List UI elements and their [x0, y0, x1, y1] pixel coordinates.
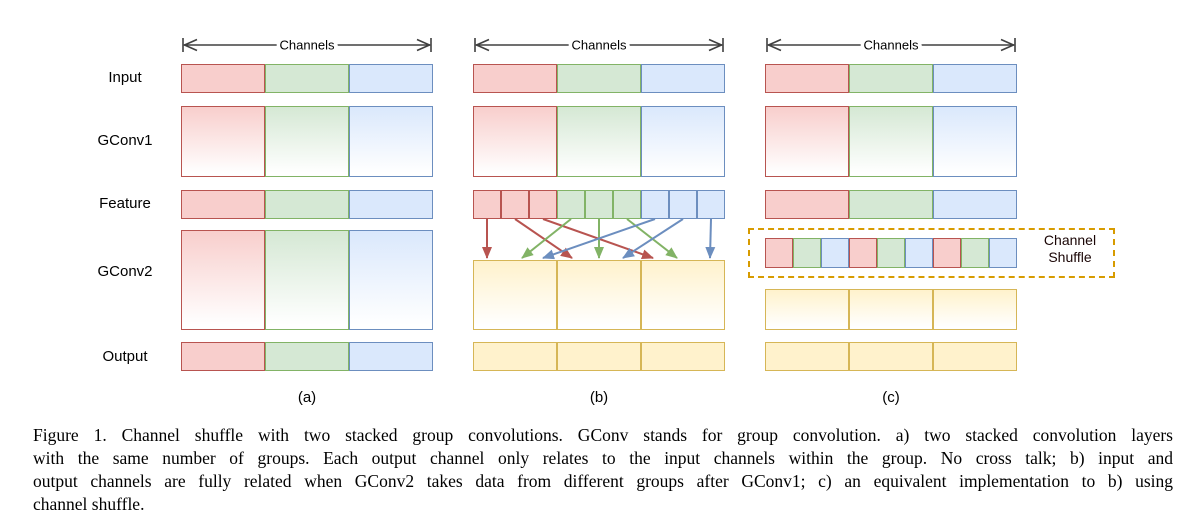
panel-caption-c: (c)	[882, 389, 900, 406]
shuffle-arrow-blue	[705, 218, 716, 259]
input-cell-red	[473, 64, 557, 93]
input-cell-green	[557, 64, 641, 93]
channels-label: Channels	[572, 38, 627, 53]
feature-cell-green	[585, 190, 613, 219]
feature-cell-green	[613, 190, 641, 219]
panel-caption-b: (b)	[589, 389, 609, 406]
feature-cell-blue	[933, 190, 1017, 219]
output-cell-yellow	[641, 342, 725, 371]
gconv1-cell-green	[557, 106, 641, 177]
gconv2-cell-yellow	[641, 260, 725, 330]
shuffled-cell-red	[765, 238, 793, 268]
output-cell-yellow	[557, 342, 641, 371]
input-cell-green	[265, 64, 349, 93]
shuffled-cell-blue	[989, 238, 1017, 268]
channels-extent-arrow: Channels	[474, 34, 724, 56]
channel-shuffle-label-line: Shuffle	[1048, 249, 1092, 265]
channel-shuffle-box	[748, 228, 1115, 278]
gconv2-cell-yellow	[765, 289, 849, 330]
output-cell-green	[265, 342, 349, 371]
output-cell-yellow	[849, 342, 933, 371]
input-cell-blue	[933, 64, 1017, 93]
gconv1-cell-red	[473, 106, 557, 177]
panel-caption-a: (a)	[297, 389, 317, 406]
gconv2-cell-yellow	[849, 289, 933, 330]
channels-extent-arrow: Channels	[182, 34, 432, 56]
row-label-feature: Feature	[99, 195, 151, 212]
shuffle-arrow-green	[521, 218, 572, 259]
caption-line-2: with the same number of groups. Each out…	[33, 448, 1173, 468]
gconv2-cell-green	[265, 230, 349, 330]
input-cell-red	[765, 64, 849, 93]
row-label-gconv2: GConv2	[97, 263, 153, 280]
output-cell-yellow	[933, 342, 1017, 371]
channel-shuffle-label-line: Channel	[1043, 232, 1097, 248]
gconv1-cell-blue	[349, 106, 433, 177]
gconv1-cell-green	[265, 106, 349, 177]
shuffled-cell-green	[961, 238, 989, 268]
shuffle-arrow-blue	[622, 218, 684, 259]
figure-caption: Figure 1. Channel shuffle with two stack…	[33, 424, 1173, 516]
caption-line-1: Figure 1. Channel shuffle with two stack…	[33, 425, 1173, 445]
feature-cell-blue	[349, 190, 433, 219]
output-cell-blue	[349, 342, 433, 371]
feature-cell-red	[501, 190, 529, 219]
feature-cell-red	[473, 190, 501, 219]
channel-shuffle-label: Channel Shuffle	[1020, 232, 1120, 266]
gconv2-cell-yellow	[557, 260, 641, 330]
shuffle-arrow-blue	[542, 218, 656, 260]
caption-line-4: channel shuffle.	[33, 494, 145, 514]
gconv2-cell-blue	[349, 230, 433, 330]
gconv2-cell-yellow	[933, 289, 1017, 330]
feature-cell-blue	[641, 190, 669, 219]
channels-extent-arrow: Channels	[766, 34, 1016, 56]
output-cell-yellow	[473, 342, 557, 371]
row-label-output: Output	[102, 348, 148, 365]
shuffled-cell-red	[849, 238, 877, 268]
input-cell-blue	[349, 64, 433, 93]
row-label-gconv1: GConv1	[97, 132, 153, 149]
gconv1-cell-green	[849, 106, 933, 177]
gconv1-cell-blue	[641, 106, 725, 177]
shuffled-cell-red	[933, 238, 961, 268]
output-cell-yellow	[765, 342, 849, 371]
feature-cell-green	[265, 190, 349, 219]
shuffled-cell-blue	[905, 238, 933, 268]
caption-line-3: output channels are fully related when G…	[33, 471, 1173, 491]
shuffled-cell-green	[793, 238, 821, 268]
input-cell-blue	[641, 64, 725, 93]
output-cell-red	[181, 342, 265, 371]
feature-cell-blue	[669, 190, 697, 219]
input-cell-red	[181, 64, 265, 93]
gconv2-cell-red	[181, 230, 265, 330]
shuffle-arrows	[482, 218, 716, 260]
feature-cell-red	[529, 190, 557, 219]
gconv1-cell-blue	[933, 106, 1017, 177]
feature-cell-green	[849, 190, 933, 219]
shuffled-cell-green	[877, 238, 905, 268]
gconv2-cell-yellow	[473, 260, 557, 330]
feature-cell-green	[557, 190, 585, 219]
feature-cell-red	[765, 190, 849, 219]
channels-label: Channels	[280, 38, 335, 53]
feature-cell-blue	[697, 190, 725, 219]
row-label-input: Input	[108, 69, 142, 86]
channels-label: Channels	[864, 38, 919, 53]
gconv1-cell-red	[765, 106, 849, 177]
gconv1-cell-red	[181, 106, 265, 177]
input-cell-green	[849, 64, 933, 93]
feature-cell-red	[181, 190, 265, 219]
shuffled-cell-blue	[821, 238, 849, 268]
